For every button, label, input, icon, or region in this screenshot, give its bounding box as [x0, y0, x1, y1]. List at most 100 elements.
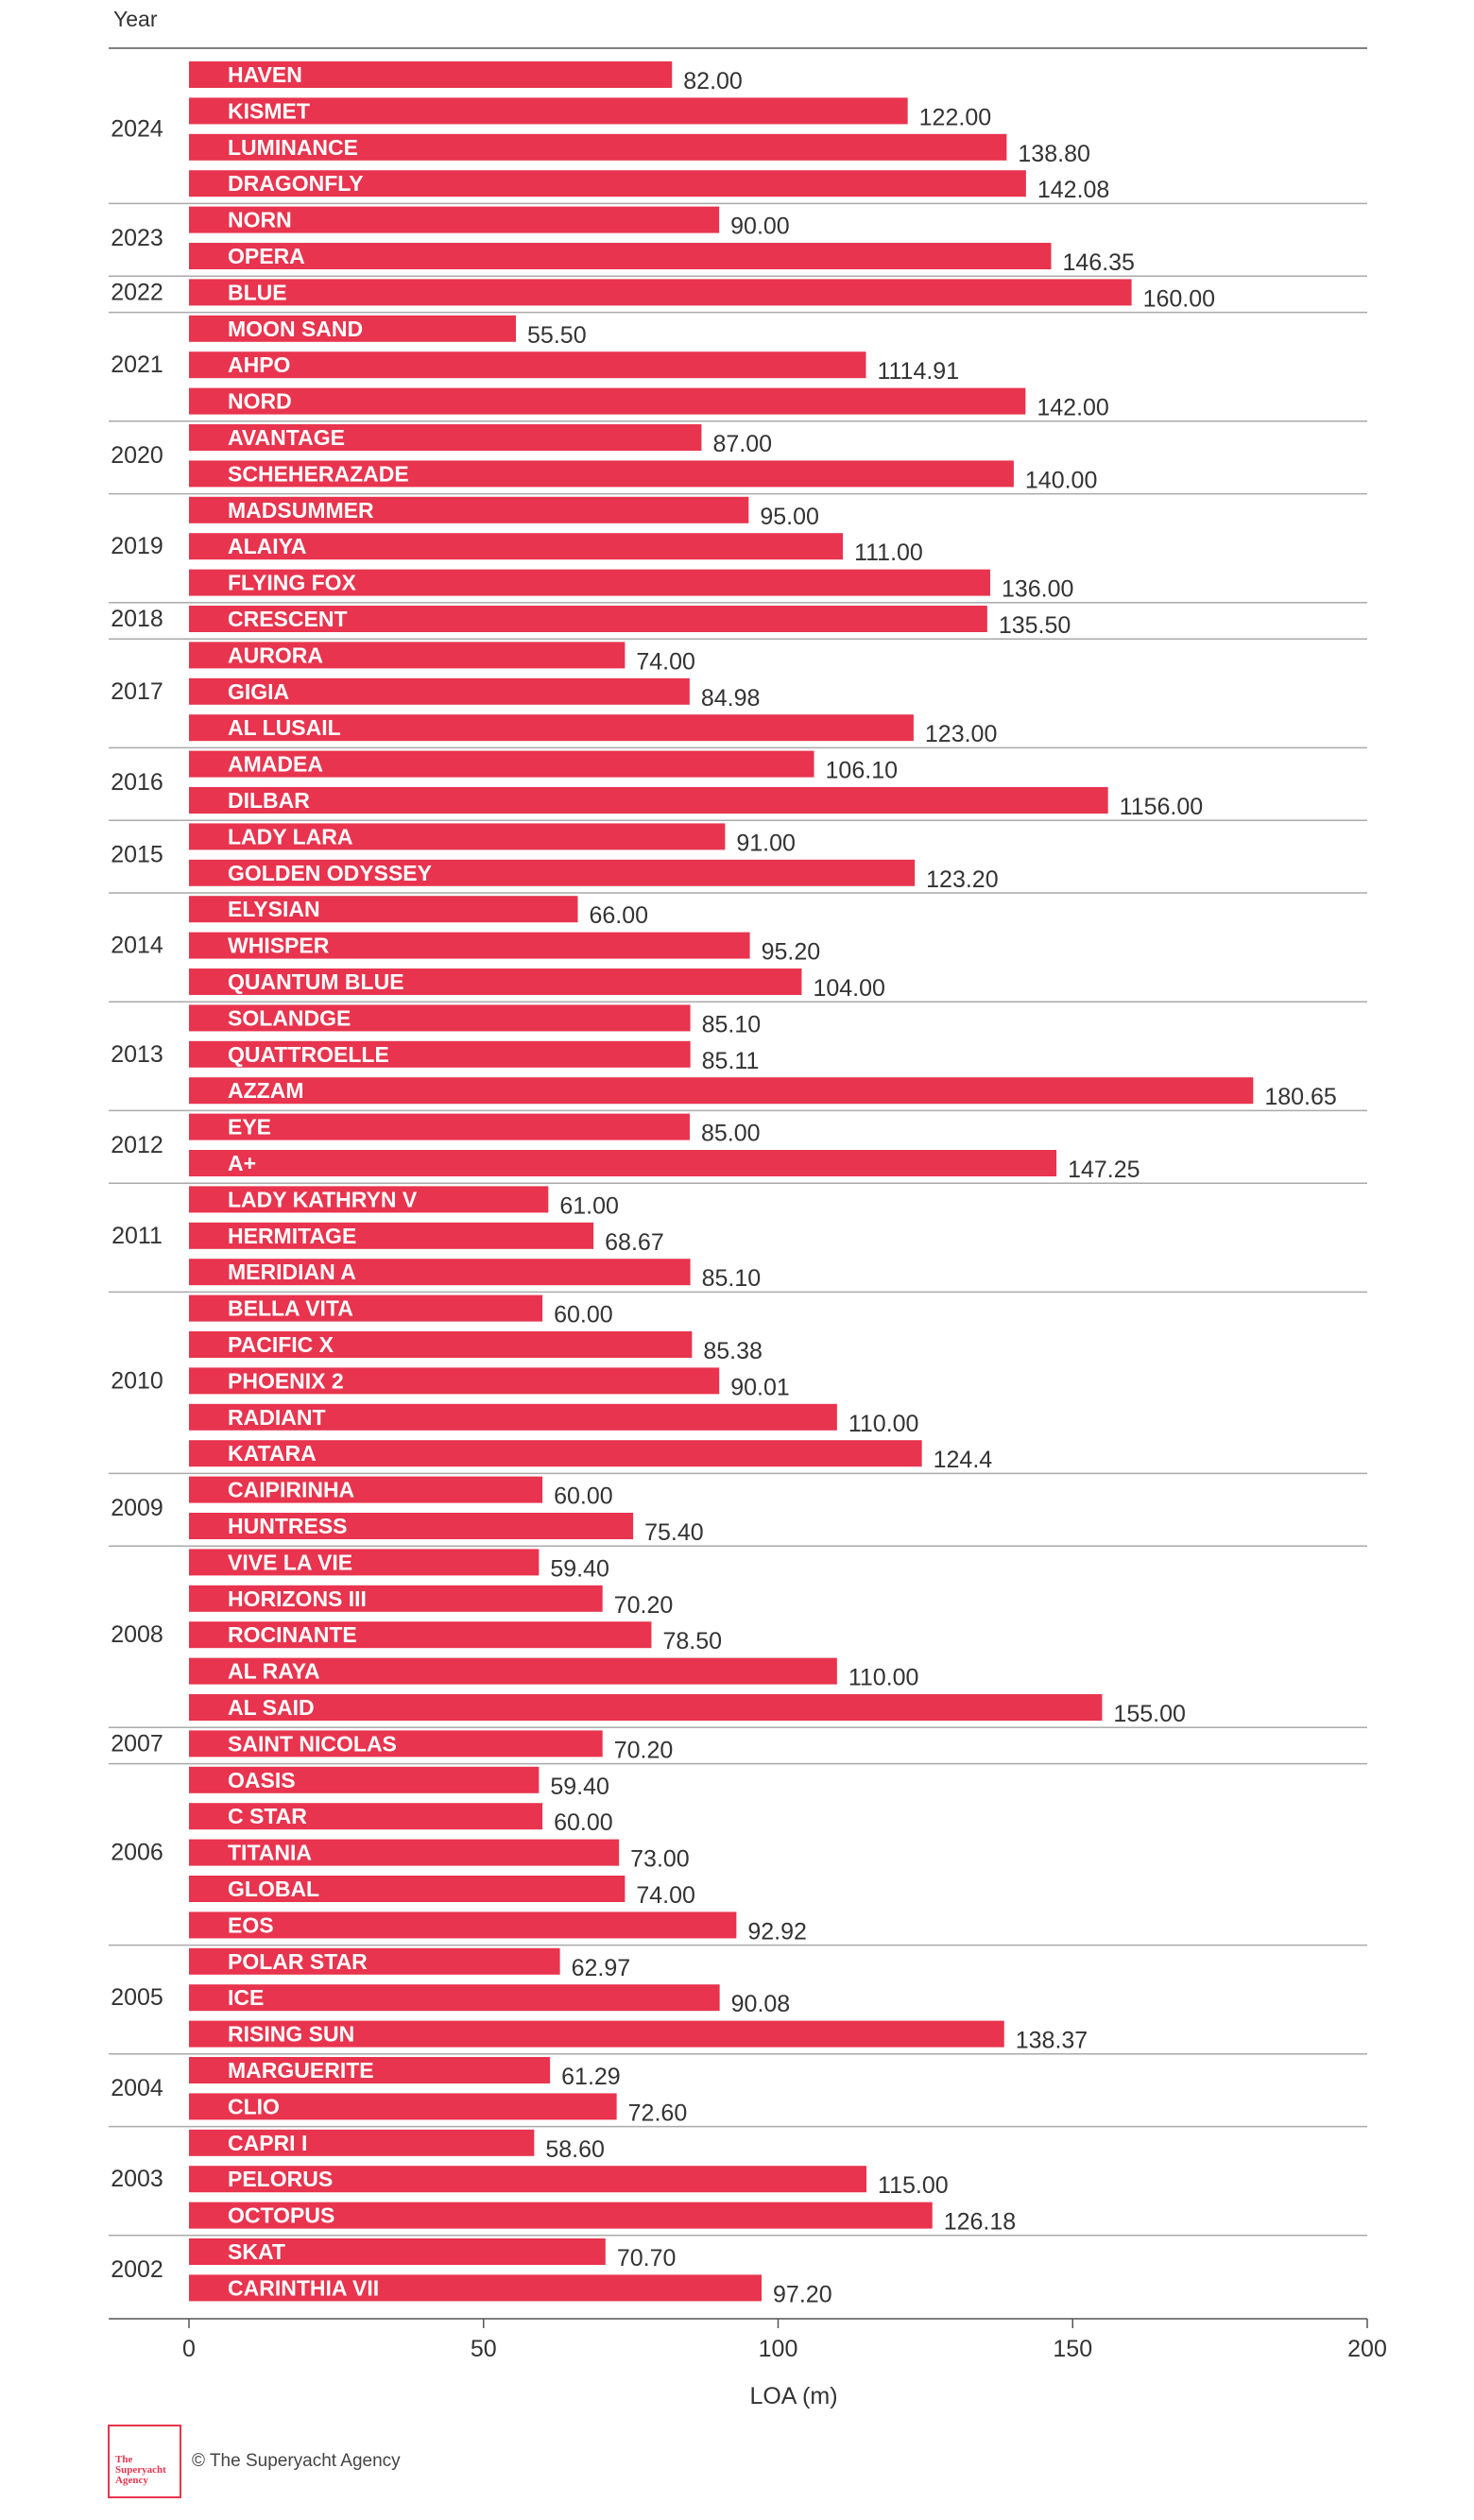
bar-name-label: OASIS — [228, 1768, 296, 1792]
bar-name-label: BELLA VITA — [228, 1296, 353, 1321]
bar — [189, 1331, 693, 1358]
x-tick-label: 50 — [471, 2336, 497, 2362]
data-label: 70.20 — [614, 1592, 674, 1619]
data-label: 85.10 — [702, 1011, 762, 1037]
data-label: 126.18 — [944, 2209, 1016, 2236]
bar — [189, 170, 1026, 197]
bar — [189, 1186, 549, 1213]
bar — [189, 1657, 837, 1685]
bar-name-label: AZZAM — [228, 1078, 303, 1103]
bar-name-label: EOS — [228, 1912, 274, 1937]
bar — [189, 969, 802, 995]
year-group-label: 2018 — [111, 606, 163, 632]
data-label: 135.50 — [999, 612, 1071, 639]
bar — [189, 1077, 1254, 1105]
data-label: 66.00 — [590, 902, 649, 929]
bar-name-label: ELYSIAN — [228, 897, 320, 921]
bar — [189, 2129, 535, 2156]
bar-name-label: CLIO — [228, 2094, 280, 2118]
bar-name-label: DILBAR — [228, 788, 310, 813]
data-label: 85.11 — [702, 1048, 760, 1074]
data-label: 140.00 — [1025, 467, 1097, 493]
bar-name-label: VIVE LA VIE — [228, 1550, 352, 1574]
bar — [189, 714, 914, 742]
year-group-label: 2021 — [111, 351, 163, 378]
data-label: 87.00 — [712, 431, 772, 457]
data-label: 72.60 — [628, 2100, 688, 2126]
x-tick-label: 200 — [1347, 2336, 1387, 2362]
bar-name-label: AMADEA — [228, 752, 323, 777]
data-label: 124.4 — [934, 1447, 993, 1473]
bar — [189, 606, 987, 632]
data-label: 110.00 — [848, 1665, 919, 1691]
bar — [189, 2166, 867, 2193]
bar-name-label: AVANTAGE — [228, 425, 345, 450]
bar — [189, 1040, 691, 1068]
bar — [189, 351, 866, 379]
data-label: 55.50 — [527, 322, 587, 349]
data-label: 138.37 — [1016, 2028, 1088, 2054]
year-group-label: 2019 — [111, 533, 163, 559]
data-label: 62.97 — [572, 1955, 631, 1981]
bar-name-label: ICE — [228, 1985, 264, 2010]
bar — [189, 896, 578, 923]
x-tick-label: 150 — [1053, 2336, 1092, 2362]
bar-name-label: SOLANDGE — [228, 1005, 351, 1030]
data-label: 58.60 — [545, 2136, 605, 2163]
bar-name-label: SAINT NICOLAS — [228, 1731, 397, 1756]
bar — [189, 932, 750, 959]
year-group-label: 2015 — [111, 842, 163, 868]
bar-name-label: BLUE — [228, 280, 287, 304]
year-group-label: 2013 — [111, 1041, 163, 1068]
bar — [189, 2274, 763, 2302]
data-label: 147.25 — [1068, 1157, 1140, 1183]
bar-name-label: MADSUMMER — [228, 498, 374, 523]
bar-name-label: SKAT — [228, 2239, 285, 2264]
data-label: 115.00 — [878, 2172, 949, 2199]
bar-name-label: RADIANT — [228, 1405, 326, 1430]
data-label: 95.20 — [762, 939, 821, 966]
bar — [189, 1621, 652, 1649]
data-label: 85.38 — [703, 1338, 763, 1364]
bar — [189, 279, 1132, 306]
bar-name-label: QUATTROELLE — [228, 1042, 389, 1067]
bar-name-label: AL RAYA — [228, 1659, 320, 1684]
bar-name-label: CAPRI I — [228, 2131, 307, 2155]
bar — [189, 496, 749, 523]
y-axis-title: Year — [113, 7, 158, 31]
bar-name-label: RISING SUN — [228, 2022, 354, 2047]
bar — [189, 677, 690, 705]
year-group-label: 2017 — [111, 678, 163, 705]
bar — [189, 642, 626, 669]
data-label: 84.98 — [701, 685, 761, 711]
bar — [189, 460, 1014, 488]
bar — [189, 97, 908, 125]
bar — [189, 1803, 543, 1830]
bar-name-label: C STAR — [228, 1804, 307, 1828]
bar-name-label: EYE — [228, 1115, 271, 1140]
bar-name-label: FLYING FOX — [228, 571, 357, 595]
data-label: 70.20 — [614, 1737, 674, 1763]
bar-name-label: HERMITAGE — [228, 1224, 356, 1248]
bar — [189, 859, 916, 886]
bar — [189, 2057, 551, 2083]
bar-name-label: DRAGONFLY — [228, 171, 364, 196]
year-group-label: 2022 — [111, 279, 163, 305]
bar-name-label: GLOBAL — [228, 1877, 319, 1901]
bar — [189, 1947, 560, 1975]
bar — [189, 1876, 626, 1902]
bar — [189, 787, 1108, 814]
year-group-label: 2009 — [111, 1495, 163, 1521]
bar — [189, 1476, 543, 1503]
bar-name-label: SCHEHERAZADE — [228, 461, 409, 486]
bar-name-label: GOLDEN ODYSSEY — [228, 861, 432, 885]
data-label: 1156.00 — [1120, 794, 1204, 820]
data-label: 142.08 — [1037, 177, 1109, 203]
bar-name-label: WHISPER — [228, 934, 330, 958]
year-group-label: 2011 — [111, 1223, 163, 1249]
bar-name-label: OPERA — [228, 244, 305, 268]
year-group-label: 2014 — [111, 933, 163, 959]
bar — [189, 387, 1026, 415]
bar — [189, 1730, 603, 1757]
